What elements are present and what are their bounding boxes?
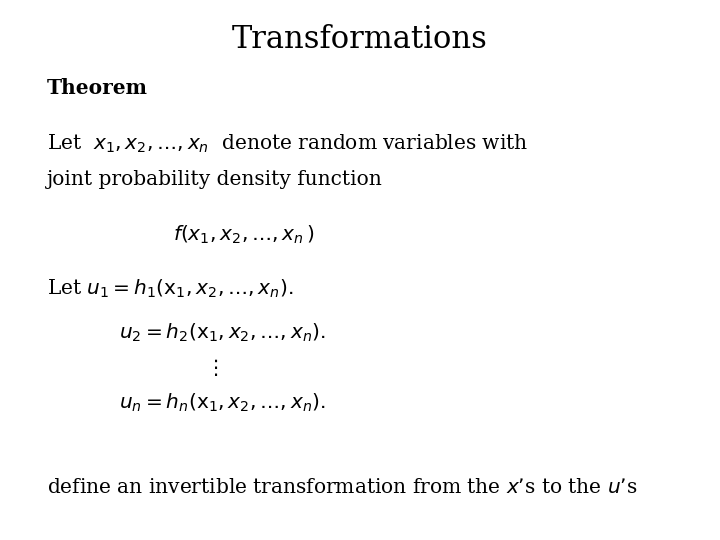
Text: Let  $x_1, x_2,\ldots, x_n$  denote random variables with: Let $x_1, x_2,\ldots, x_n$ denote random… [47, 132, 528, 154]
Text: Let $u_1 = h_1(\mathrm{x}_1, x_2,\ldots, x_n).$: Let $u_1 = h_1(\mathrm{x}_1, x_2,\ldots,… [47, 278, 293, 300]
Text: $\vdots$: $\vdots$ [205, 357, 218, 379]
Text: define an invertible transformation from the $x$’s to the $u$’s: define an invertible transformation from… [47, 478, 637, 497]
Text: $u_2 = h_2(\mathrm{x}_1, x_2,\ldots, x_n).$: $u_2 = h_2(\mathrm{x}_1, x_2,\ldots, x_n… [119, 321, 325, 343]
Text: $u_n = h_n(\mathrm{x}_1, x_2,\ldots, x_n).$: $u_n = h_n(\mathrm{x}_1, x_2,\ldots, x_n… [119, 392, 325, 414]
Text: joint probability density function: joint probability density function [47, 170, 382, 189]
Text: Theorem: Theorem [47, 78, 148, 98]
Text: $f(x_1, x_2,\ldots, x_n\,)$: $f(x_1, x_2,\ldots, x_n\,)$ [173, 224, 315, 246]
Text: Transformations: Transformations [232, 24, 488, 55]
